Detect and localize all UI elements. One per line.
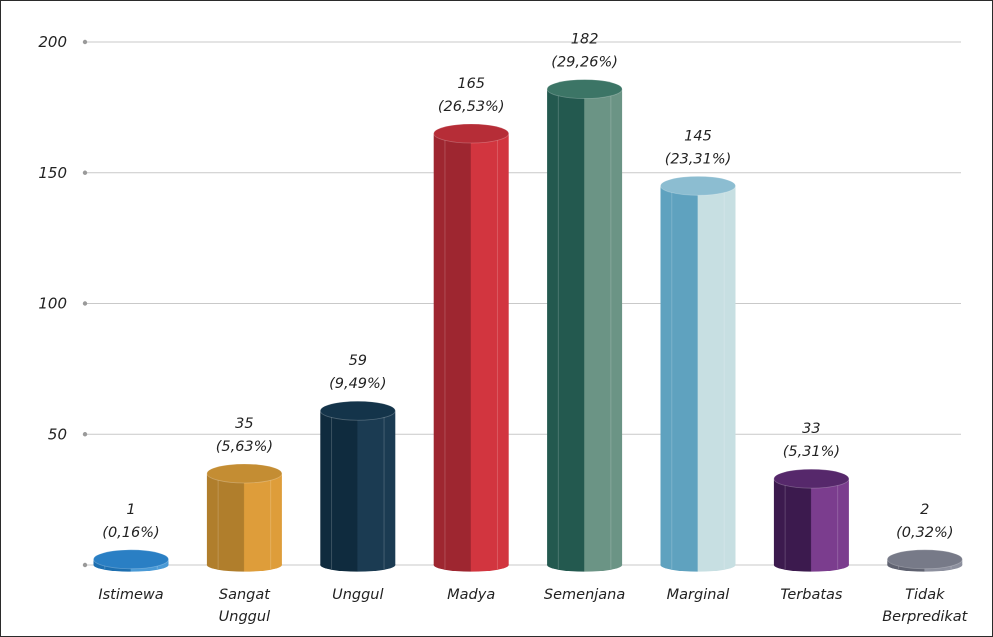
bar-base	[547, 558, 623, 572]
bar-2	[206, 463, 283, 572]
bar-top	[546, 79, 623, 99]
bar-body	[206, 473, 282, 565]
y-tick-label: 200	[38, 33, 67, 51]
percent-label: (29,26%)	[551, 55, 618, 71]
percent-label: (5,63%)	[216, 439, 273, 455]
percent-label: (5,31%)	[783, 444, 840, 460]
bar-1	[93, 549, 169, 572]
value-label: 35	[235, 416, 253, 432]
category-label: Istimewa	[98, 587, 163, 603]
category-label: Marginal	[667, 587, 730, 603]
bar-top	[773, 468, 850, 489]
y-axis-ticks: 50 100 150 200	[38, 33, 88, 568]
category-label: Madya	[447, 587, 495, 603]
tick-dot	[82, 432, 88, 437]
bar-5	[546, 79, 623, 572]
y-tick-label: 50	[48, 425, 67, 443]
bar-7	[773, 468, 850, 572]
y-tick-label: 100	[38, 295, 67, 313]
value-label: 33	[802, 421, 820, 437]
bar-body	[433, 133, 509, 565]
bar-body	[660, 185, 736, 565]
bar-base	[433, 558, 509, 572]
x-axis-labels: Istimewa Sangat Unggul Unggul Madya Semenjana…	[98, 587, 968, 625]
value-label: 165	[457, 76, 485, 92]
bar-top	[660, 175, 736, 196]
value-label: 2	[920, 502, 929, 518]
percent-label: (0,32%)	[896, 525, 953, 541]
percent-label: (0,16%)	[102, 525, 159, 541]
bar-base	[660, 558, 736, 572]
bar-body	[773, 478, 849, 565]
category-label: Berpredikat	[882, 609, 968, 625]
bar-base	[206, 558, 282, 572]
category-label: Terbatas	[780, 587, 843, 603]
bar-4	[433, 123, 510, 572]
bar-top	[886, 549, 963, 570]
category-label: Tidak	[905, 587, 945, 603]
percent-label: (9,49%)	[329, 376, 386, 392]
bar-6	[660, 175, 736, 572]
percent-label: (26,53%)	[438, 99, 505, 115]
bars	[93, 79, 963, 572]
bar-top	[206, 463, 283, 484]
y-tick-label: 150	[38, 164, 67, 182]
bar-top	[319, 400, 396, 421]
value-label: 182	[571, 32, 599, 48]
category-label: Unggul	[219, 609, 270, 625]
value-label: 1	[126, 502, 135, 518]
data-labels: 1 (0,16%) 35 (5,63%) 59 (9,49%) 165 (26,53%) 182…	[102, 32, 953, 541]
bar-body	[320, 410, 396, 565]
bar-base	[773, 558, 849, 572]
value-label: 145	[684, 128, 712, 144]
percent-label: (23,31%)	[665, 151, 732, 167]
bar-base	[320, 558, 396, 572]
bar-8	[886, 549, 963, 572]
category-label: Sangat	[219, 587, 271, 603]
tick-dot	[82, 562, 88, 568]
value-label: 59	[349, 353, 367, 369]
category-label: Unggul	[332, 587, 383, 603]
tick-dot	[82, 301, 88, 306]
bar-body	[547, 89, 623, 565]
tick-dot	[82, 39, 88, 45]
category-label: Semenjana	[544, 587, 625, 603]
tick-dot	[82, 170, 88, 175]
bar-top	[433, 123, 510, 144]
bar-3	[319, 400, 396, 572]
bar-top	[93, 549, 169, 570]
